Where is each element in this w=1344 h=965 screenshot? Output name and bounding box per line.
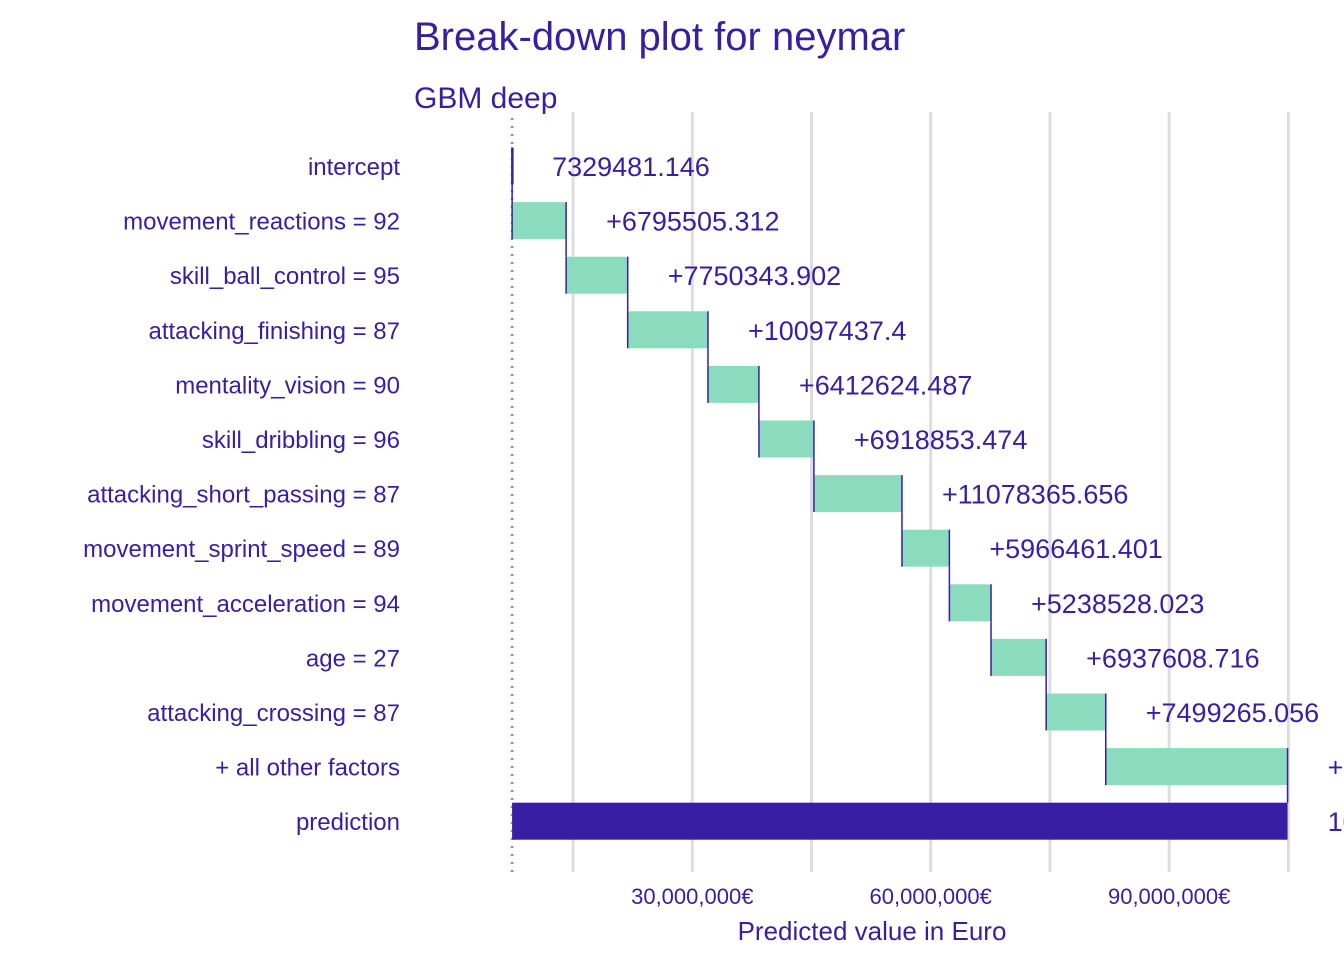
value-label: +6412624.487 [799, 370, 972, 400]
value-label: +6918853.474 [854, 425, 1027, 455]
contribution-bar [813, 475, 902, 513]
row-label: movement_sprint_speed = 89 [83, 536, 400, 563]
contribution-bar [1105, 748, 1288, 786]
contribution-bar [707, 365, 759, 403]
contribution-bar [901, 529, 950, 567]
chart-title: Break-down plot for neymar [414, 15, 905, 59]
x-tick-label: 90,000,000€ [1108, 884, 1230, 909]
x-axis-title: Predicted value in Euro [738, 916, 1007, 946]
value-label: +7499265.056 [1146, 698, 1319, 728]
ticks-layer: 30,000,000€ 60,000,000€ 90,000,000€ [631, 884, 1230, 909]
contribution-bar [991, 638, 1047, 676]
row-label: age = 27 [306, 645, 400, 672]
contribution-bar [566, 256, 628, 294]
intercept-bar [511, 147, 514, 185]
value-label: +10097437.4 [748, 316, 906, 346]
value-label: +6795505.312 [606, 207, 779, 237]
value-label: +5966461.401 [989, 534, 1162, 564]
value-label: +7750343.902 [668, 261, 841, 291]
contribution-bar [1046, 693, 1106, 731]
x-tick-label: 30,000,000€ [631, 884, 753, 909]
row-label: skill_ball_control = 95 [170, 263, 400, 290]
contribution-bar [949, 584, 992, 622]
row-label: skill_dribbling = 96 [202, 427, 400, 454]
row-label: intercept [308, 154, 400, 181]
contribution-bar [627, 311, 708, 349]
bars-layer [511, 147, 1289, 840]
contribution-bar [512, 202, 567, 240]
value-label: +5238528.023 [1031, 589, 1204, 619]
row-label: attacking_short_passing = 87 [87, 482, 400, 509]
value-label: +22 [1328, 753, 1344, 783]
row-label: prediction [296, 809, 400, 836]
value-label: +11078365.656 [942, 480, 1128, 510]
row-label: + all other factors [215, 755, 400, 782]
value-label: +6937608.716 [1086, 643, 1259, 673]
row-label: attacking_finishing = 87 [148, 318, 400, 345]
row-label: attacking_crossing = 87 [147, 700, 400, 727]
contribution-bar [758, 420, 814, 458]
row-label: mentality_vision = 90 [175, 372, 400, 399]
labels-layer: intercept 7329481.146 movement_reactions =… [83, 152, 1344, 837]
grid-layer [510, 112, 1290, 872]
prediction-bar [512, 802, 1288, 840]
row-label: movement_reactions = 92 [123, 209, 400, 236]
value-label: 104 [1328, 807, 1344, 837]
x-tick-label: 60,000,000€ [870, 884, 992, 909]
value-label: 7329481.146 [552, 152, 710, 182]
chart-subtitle: GBM deep [414, 82, 557, 115]
row-label: movement_acceleration = 94 [91, 591, 400, 618]
